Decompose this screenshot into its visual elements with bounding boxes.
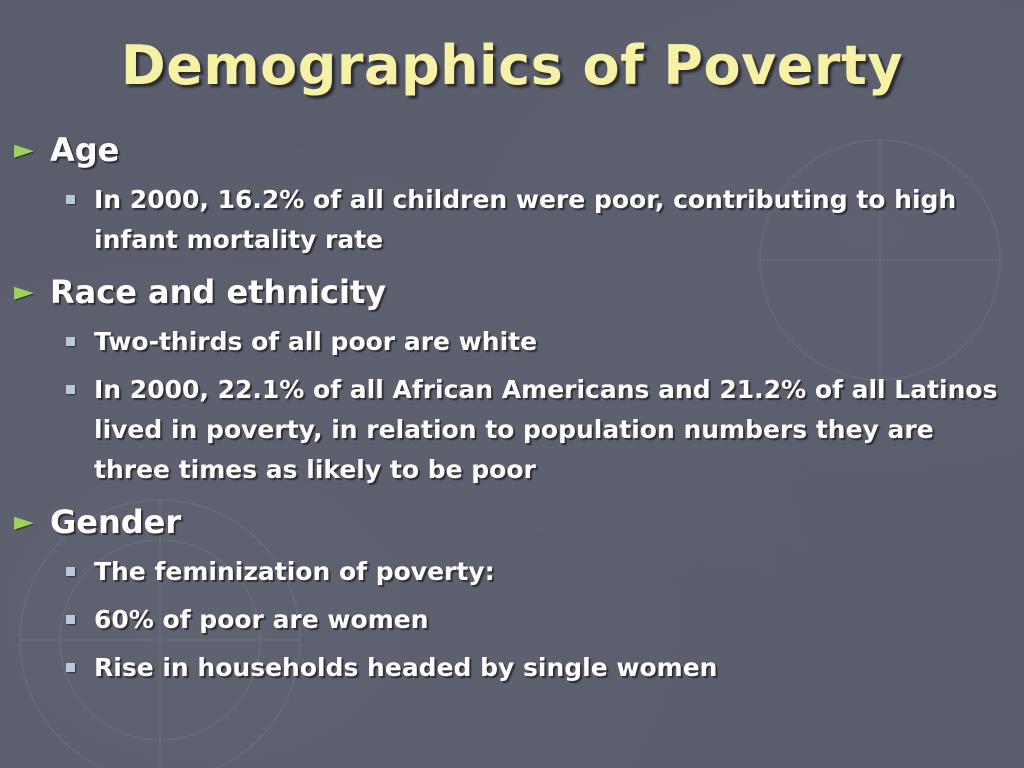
sub-bullet-text: In 2000, 16.2% of all children were poor…	[94, 185, 957, 254]
square-bullet-icon	[62, 600, 94, 640]
bullet-heading-race-ethnicity: ► Race and ethnicity	[14, 270, 1014, 314]
arrow-right-icon: ►	[14, 277, 34, 307]
sub-bullet: The feminization of poverty:	[62, 552, 1014, 592]
slide-title: Demographics of Poverty	[120, 34, 904, 97]
square-bullet-icon	[62, 322, 94, 362]
sub-bullet-text: The feminization of poverty:	[94, 557, 495, 586]
sub-bullet-text: Two-thirds of all poor are white	[94, 327, 538, 356]
arrow-right-icon: ►	[14, 507, 34, 537]
square-bullet-icon	[62, 180, 94, 220]
sub-bullet-text: In 2000, 22.1% of all African Americans …	[94, 375, 998, 484]
heading-text: Age	[50, 131, 120, 169]
square-bullet-icon	[62, 552, 94, 592]
sub-bullet: Rise in households headed by single wome…	[62, 648, 1014, 688]
sub-bullet-text: Rise in households headed by single wome…	[94, 653, 718, 682]
sub-bullet: In 2000, 22.1% of all African Americans …	[62, 370, 1014, 490]
square-bullet-icon	[62, 648, 94, 688]
heading-text: Race and ethnicity	[50, 273, 387, 311]
sub-bullet: In 2000, 16.2% of all children were poor…	[62, 180, 1014, 260]
bullet-heading-age: ► Age	[14, 128, 1014, 172]
arrow-right-icon: ►	[14, 135, 34, 165]
sub-bullet-text: 60% of poor are women	[94, 605, 429, 634]
heading-text: Gender	[50, 503, 182, 541]
square-bullet-icon	[62, 370, 94, 410]
sub-bullet: 60% of poor are women	[62, 600, 1014, 640]
slide-content: ► Age In 2000, 16.2% of all children wer…	[14, 128, 1014, 688]
sub-bullet: Two-thirds of all poor are white	[62, 322, 1014, 362]
bullet-heading-gender: ► Gender	[14, 500, 1014, 544]
